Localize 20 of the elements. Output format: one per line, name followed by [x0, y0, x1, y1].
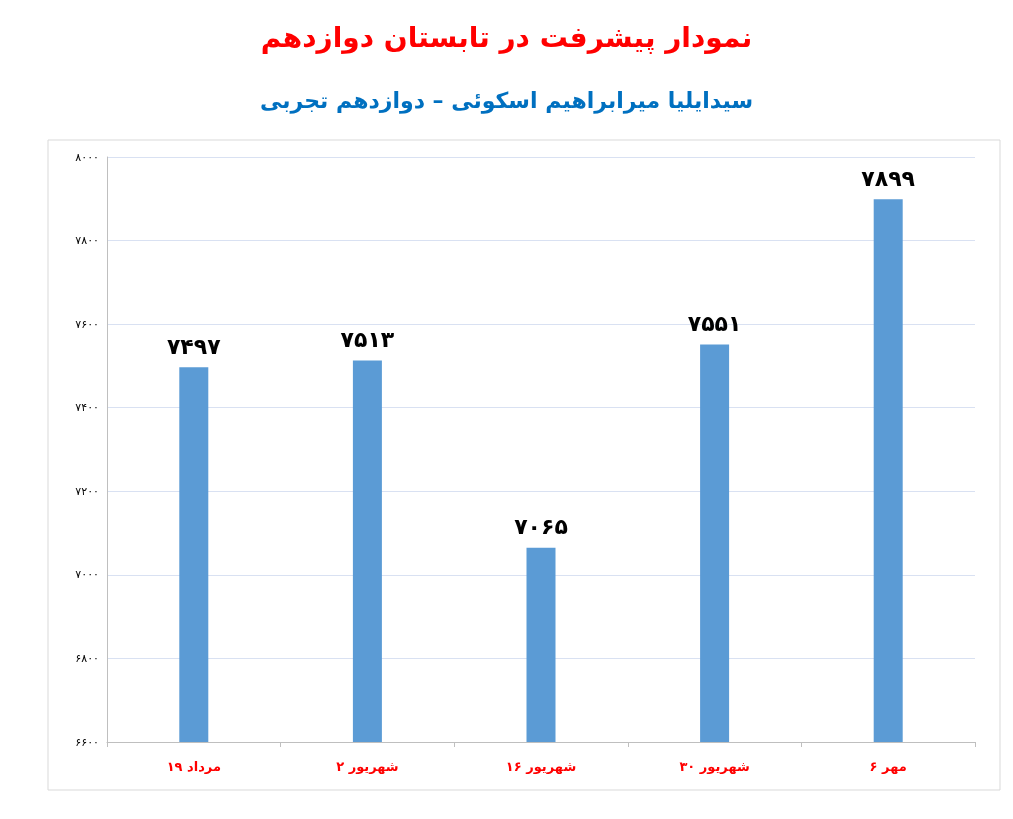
chart-title: نمودار پیشرفت در تابستان دوازدهم — [260, 20, 753, 54]
x-tick-label: ۱۶ شهریور — [505, 759, 577, 774]
y-tick-label: ۷۲۰۰ — [75, 484, 99, 498]
data-label: ۷۰۶۵ — [514, 514, 568, 540]
data-label: ۷۵۱۳ — [340, 327, 395, 352]
x-tick-label: ۳۰ شهریور — [679, 759, 750, 774]
x-tick-label: ۶ مهر — [869, 759, 907, 774]
y-tick-label: ۷۶۰۰ — [75, 317, 99, 331]
data-label: ۷۵۵۱ — [687, 311, 742, 337]
x-tick-label: ۲ شهریور — [336, 759, 399, 774]
x-tick-label: ۱۹ مرداد — [166, 759, 221, 774]
y-tick-label: ۸۰۰۰ — [75, 150, 99, 164]
chart-subtitle: سیدایلیا میرابراهیم اسکوئی – دوازدهم تجربی — [259, 87, 754, 114]
y-tick-label: ۶۶۰۰ — [75, 735, 99, 749]
y-tick-label: ۷۸۰۰ — [75, 234, 99, 248]
y-tick-label: ۷۰۰۰ — [75, 568, 99, 582]
data-label: ۷۴۹۷ — [166, 333, 222, 359]
y-tick-label: ۶۸۰۰ — [75, 651, 99, 665]
data-label: ۷۸۹۹ — [861, 165, 916, 191]
y-tick-label: ۷۴۰۰ — [75, 401, 99, 415]
